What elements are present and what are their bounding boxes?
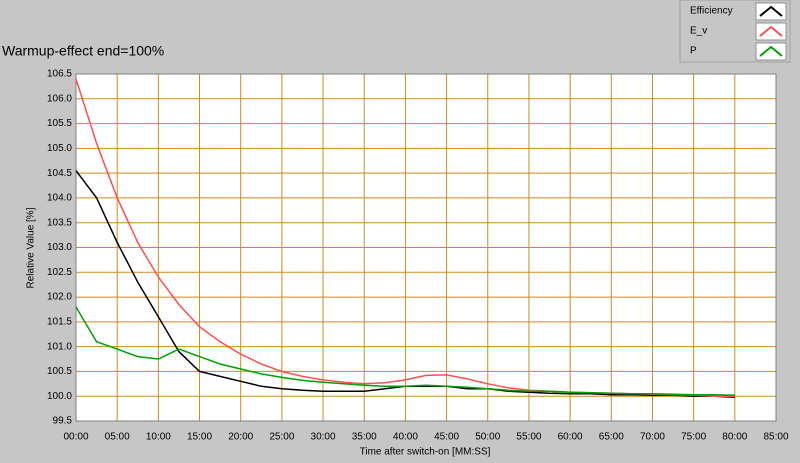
- legend-swatch-box: [755, 42, 787, 61]
- y-tick-label: 102.5: [47, 267, 72, 278]
- legend-label: E_v: [690, 26, 707, 37]
- legend-swatch-box: [755, 2, 787, 21]
- y-tick-label: 101.5: [47, 316, 72, 327]
- y-tick-label: 106.0: [47, 93, 72, 104]
- x-tick-label: 55:00: [516, 432, 541, 443]
- x-tick-label: 25:00: [269, 432, 294, 443]
- y-tick-label: 102.0: [47, 292, 72, 303]
- legend-swatch-box: [755, 22, 787, 41]
- y-tick-label: 106.5: [47, 69, 72, 80]
- y-tick-label: 100.0: [47, 391, 72, 402]
- legend-label: P: [690, 46, 697, 57]
- x-tick-label: 45:00: [434, 432, 459, 443]
- x-tick-label: 60:00: [558, 432, 583, 443]
- legend-swatch: [759, 25, 783, 37]
- data-line: [75, 306, 735, 396]
- y-axis-label: Relative Value [%]: [26, 207, 37, 288]
- y-tick-label: 103.5: [47, 217, 72, 228]
- x-tick-label: 40:00: [393, 432, 418, 443]
- x-tick-label: 00:00: [63, 432, 88, 443]
- x-tick-label: 20:00: [228, 432, 253, 443]
- x-tick-label: 80:00: [722, 432, 747, 443]
- x-tick-label: 75:00: [681, 432, 706, 443]
- x-axis-label: Time after switch-on [MM:SS]: [360, 447, 491, 458]
- plot-frame: [75, 73, 777, 422]
- y-tick-label: 104.5: [47, 168, 72, 179]
- y-tick-label: 104.0: [47, 193, 72, 204]
- y-tick-label: 99.5: [53, 416, 73, 427]
- y-tick-label: 100.5: [47, 366, 72, 377]
- x-tick-label: 65:00: [599, 432, 624, 443]
- chart-title: Warmup-effect end=100%: [2, 43, 164, 59]
- x-tick-label: 15:00: [187, 432, 212, 443]
- x-tick-label: 85:00: [763, 432, 788, 443]
- y-tick-label: 105.5: [47, 118, 72, 129]
- legend-label: Efficiency: [690, 6, 733, 17]
- legend-swatch: [759, 5, 783, 17]
- y-tick-label: 103.0: [47, 242, 72, 253]
- x-tick-label: 50:00: [475, 432, 500, 443]
- x-tick-label: 70:00: [640, 432, 665, 443]
- x-tick-label: 30:00: [311, 432, 336, 443]
- y-tick-label: 105.0: [47, 143, 72, 154]
- legend-swatch: [759, 45, 783, 57]
- x-tick-label: 35:00: [352, 432, 377, 443]
- x-tick-label: 05:00: [105, 432, 130, 443]
- y-tick-label: 101.0: [47, 341, 72, 352]
- x-tick-label: 10:00: [146, 432, 171, 443]
